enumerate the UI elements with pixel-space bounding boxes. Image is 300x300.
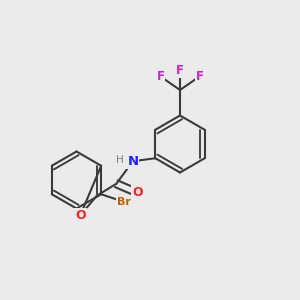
Text: Br: Br <box>117 197 130 207</box>
Text: H: H <box>116 155 124 165</box>
Text: N: N <box>127 155 138 168</box>
Text: F: F <box>157 70 164 83</box>
Text: F: F <box>196 70 203 83</box>
Text: O: O <box>132 186 142 199</box>
Text: F: F <box>176 64 184 77</box>
Text: O: O <box>75 209 86 222</box>
